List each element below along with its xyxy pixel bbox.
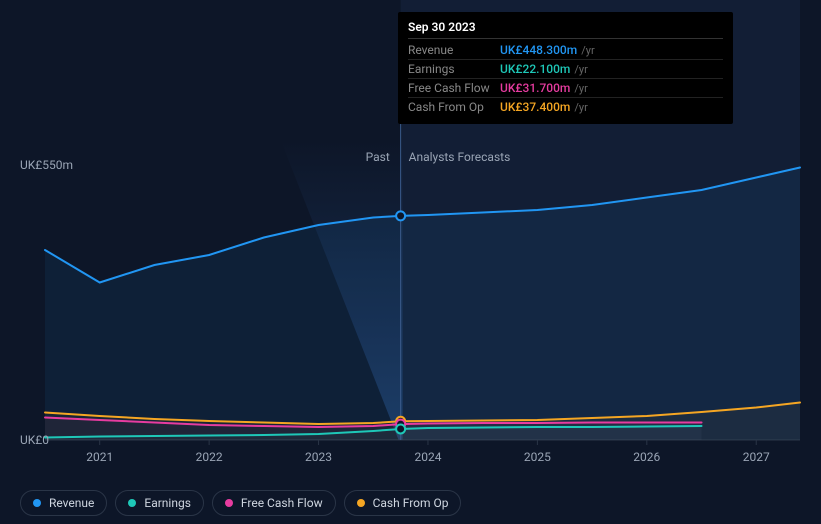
- legend-label: Revenue: [49, 496, 94, 510]
- y-tick-label: UK£0: [20, 433, 49, 447]
- financial-forecast-chart: UK£0 UK£550m 2021 2022 2023 2024 2025 2026 2027…: [0, 0, 821, 524]
- tooltip-unit: /yr: [574, 101, 587, 114]
- x-tick-label: 2025: [524, 450, 551, 464]
- legend-dot-icon: [357, 499, 365, 507]
- legend-dot-icon: [128, 499, 136, 507]
- tooltip-unit: /yr: [574, 63, 587, 76]
- past-period-label: Past: [366, 150, 390, 164]
- tooltip-metric-value: UK£31.700m: [500, 81, 570, 95]
- tooltip-row: Cash From OpUK£37.400m/yr: [408, 98, 723, 116]
- legend-item[interactable]: Earnings: [115, 490, 204, 516]
- x-tick-label: 2023: [305, 450, 332, 464]
- tooltip-row: RevenueUK£448.300m/yr: [408, 41, 723, 60]
- legend-label: Earnings: [144, 496, 191, 510]
- legend-item[interactable]: Revenue: [20, 490, 107, 516]
- legend-dot-icon: [33, 499, 41, 507]
- tooltip-row: Free Cash FlowUK£31.700m/yr: [408, 79, 723, 98]
- y-tick-label: UK£550m: [20, 158, 73, 172]
- tooltip-date: Sep 30 2023: [408, 20, 723, 39]
- tooltip-metric-label: Earnings: [408, 62, 500, 76]
- tooltip-metric-label: Revenue: [408, 43, 500, 57]
- x-axis-labels: 2021 2022 2023 2024 2025 2026 2027: [0, 450, 821, 470]
- x-tick-label: 2021: [86, 450, 113, 464]
- legend-item[interactable]: Free Cash Flow: [212, 490, 336, 516]
- x-tick-label: 2027: [743, 450, 770, 464]
- legend-dot-icon: [225, 499, 233, 507]
- tooltip-metric-value: UK£37.400m: [500, 100, 570, 114]
- tooltip-unit: /yr: [581, 44, 594, 57]
- chart-legend: Revenue Earnings Free Cash Flow Cash From O…: [20, 490, 461, 516]
- tooltip-metric-label: Cash From Op: [408, 100, 500, 114]
- tooltip-row: EarningsUK£22.100m/yr: [408, 60, 723, 79]
- x-tick-label: 2022: [196, 450, 223, 464]
- tooltip-metric-label: Free Cash Flow: [408, 81, 500, 95]
- x-tick-label: 2024: [414, 450, 441, 464]
- legend-label: Free Cash Flow: [241, 496, 323, 510]
- tooltip-unit: /yr: [574, 82, 587, 95]
- tooltip-metric-value: UK£22.100m: [500, 62, 570, 76]
- tooltip-metric-value: UK£448.300m: [500, 43, 577, 57]
- legend-item[interactable]: Cash From Op: [344, 490, 462, 516]
- chart-tooltip: Sep 30 2023 RevenueUK£448.300m/yrEarning…: [398, 12, 733, 124]
- x-tick-label: 2026: [633, 450, 660, 464]
- legend-label: Cash From Op: [373, 496, 449, 510]
- forecast-period-label: Analysts Forecasts: [409, 150, 511, 164]
